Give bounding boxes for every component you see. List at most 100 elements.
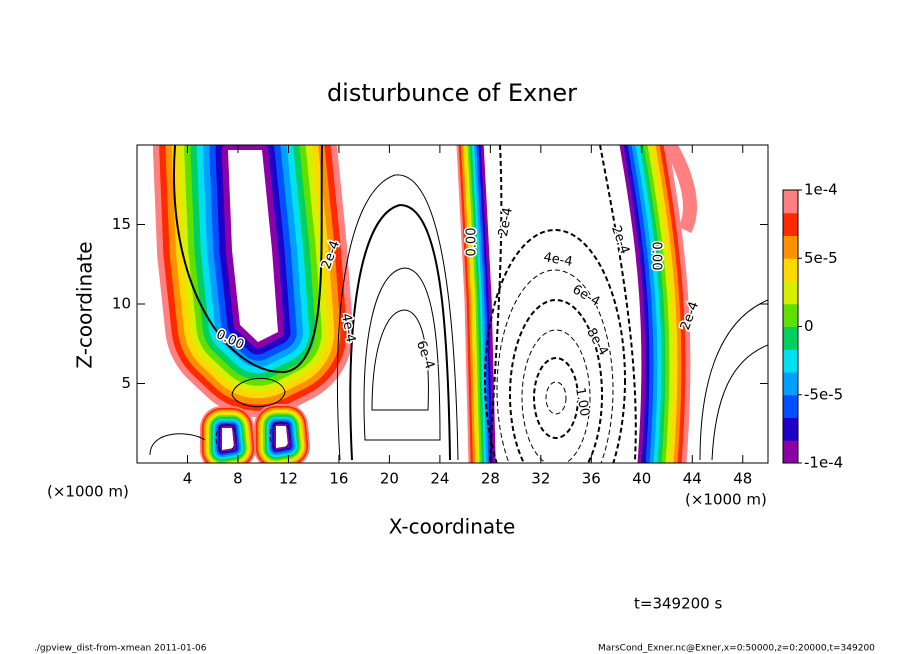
- x-tick-label: 8: [233, 470, 243, 488]
- colorbar-band: [783, 394, 798, 418]
- band-stripe: [460, 145, 476, 463]
- field: [149, 145, 768, 463]
- x-tick-label: 16: [329, 470, 348, 488]
- colorbar-band: [783, 349, 798, 373]
- band-right: [619, 145, 697, 463]
- contour-line: [363, 267, 441, 441]
- colorbar-band: [783, 417, 798, 441]
- x-tick-label: 28: [481, 470, 500, 488]
- colorbar-tick-label: -1e-4: [804, 454, 843, 472]
- colorbar-band: [783, 235, 798, 259]
- contour-line: [371, 309, 429, 411]
- chart-title: disturbunce of Exner: [327, 79, 577, 107]
- band-stripe: [627, 145, 655, 463]
- contour-line: [231, 378, 286, 408]
- band-stripe: [651, 145, 679, 463]
- band-stripe: [469, 145, 485, 463]
- contour-line: [711, 344, 768, 461]
- band-stripe: [471, 145, 487, 463]
- colorbar-band: [783, 440, 798, 464]
- contour-line: [496, 269, 614, 463]
- band-stripe: [476, 145, 492, 463]
- band-stripe: [659, 145, 687, 463]
- y-tick-label: 15: [112, 215, 131, 233]
- contour-line: [489, 145, 503, 461]
- time-label: t=349200 s: [634, 595, 722, 613]
- x-axis-label: X-coordinate: [389, 515, 516, 539]
- colorbar-band: [783, 258, 798, 282]
- blob-right: [254, 404, 310, 463]
- contour-label: 2e-4: [496, 206, 516, 237]
- band-stripe: [635, 145, 663, 463]
- contour-line: [545, 381, 567, 415]
- hole: [276, 426, 288, 448]
- colorbar-band: [783, 212, 798, 236]
- x-tick-label: 36: [582, 470, 601, 488]
- footer-right: MarsCond_Exner.nc@Exner,x=0:50000,z=0:20…: [598, 644, 875, 654]
- y-tick-label: 10: [112, 295, 131, 313]
- x-tick-label: 20: [380, 470, 399, 488]
- colorbar-tick-label: 1e-4: [804, 181, 838, 199]
- x-tick-label: 4: [183, 470, 193, 488]
- x-tick-label: 40: [632, 470, 651, 488]
- contour-line: [599, 145, 637, 461]
- x-tick-label: 44: [683, 470, 702, 488]
- band-stripe: [458, 145, 474, 463]
- x-tick-label: 24: [430, 470, 449, 488]
- contour-label: 1.00: [572, 386, 592, 417]
- x-unit-right: (×1000 m): [685, 491, 767, 509]
- blob-left: [200, 406, 256, 463]
- colorbar-band: [783, 303, 798, 327]
- x-tick-label: 32: [531, 470, 550, 488]
- colorbar-band: [783, 326, 798, 350]
- x-tick-label: 48: [733, 470, 752, 488]
- band-stripe: [663, 145, 691, 463]
- contour-line: [699, 299, 768, 461]
- colorbar-tick-label: 0: [804, 317, 814, 335]
- band-stripe: [631, 145, 659, 463]
- contour-label: 4e-4: [542, 250, 573, 270]
- colorbar-band: [783, 372, 798, 396]
- y-axis-label: Z-coordinate: [73, 241, 97, 368]
- band-stripe: [643, 145, 671, 463]
- contours: [149, 145, 768, 463]
- contour-label: 0.00: [465, 228, 480, 257]
- x-unit-left: (×1000 m): [47, 483, 129, 501]
- footer-left: ./gpview_dist-from-xmean 2011-01-06: [34, 644, 207, 654]
- contour-label: 6e-4: [413, 339, 437, 372]
- contour-label: 6e-4: [570, 282, 603, 310]
- colorbar-tick-label: 5e-5: [804, 249, 838, 267]
- band-stripe: [480, 145, 496, 463]
- contour-line: [521, 329, 591, 463]
- band-stripe: [639, 145, 667, 463]
- hole: [222, 428, 234, 450]
- band-stripe: [623, 145, 651, 463]
- hole: [228, 150, 278, 342]
- contour-line: [215, 423, 237, 453]
- contour-line: [509, 299, 603, 463]
- contour-line: [173, 145, 323, 374]
- band-stripe: [619, 145, 647, 463]
- y-tick-label: 5: [121, 374, 131, 392]
- band-stripe: [655, 145, 683, 463]
- band-stripe: [663, 145, 697, 234]
- band-stripe: [478, 145, 494, 463]
- contour-line: [336, 174, 459, 461]
- contour-label: 2e-4: [608, 224, 632, 257]
- colorbar-band: [783, 281, 798, 305]
- contour-label: 0.00: [649, 242, 664, 271]
- band-stripe: [647, 145, 675, 463]
- contour-line: [533, 357, 579, 439]
- contour-label: 4e-4: [338, 312, 358, 343]
- band-middle: [456, 145, 496, 463]
- contour-line: [484, 229, 626, 463]
- band-stripe: [465, 145, 481, 463]
- contour-line: [149, 433, 206, 456]
- contour-line: [349, 203, 451, 461]
- band-stripe: [463, 145, 479, 463]
- band-stripe: [467, 145, 483, 463]
- colorbar-tick-label: -5e-5: [804, 385, 843, 403]
- contour-line: [269, 421, 291, 451]
- x-tick-label: 12: [279, 470, 298, 488]
